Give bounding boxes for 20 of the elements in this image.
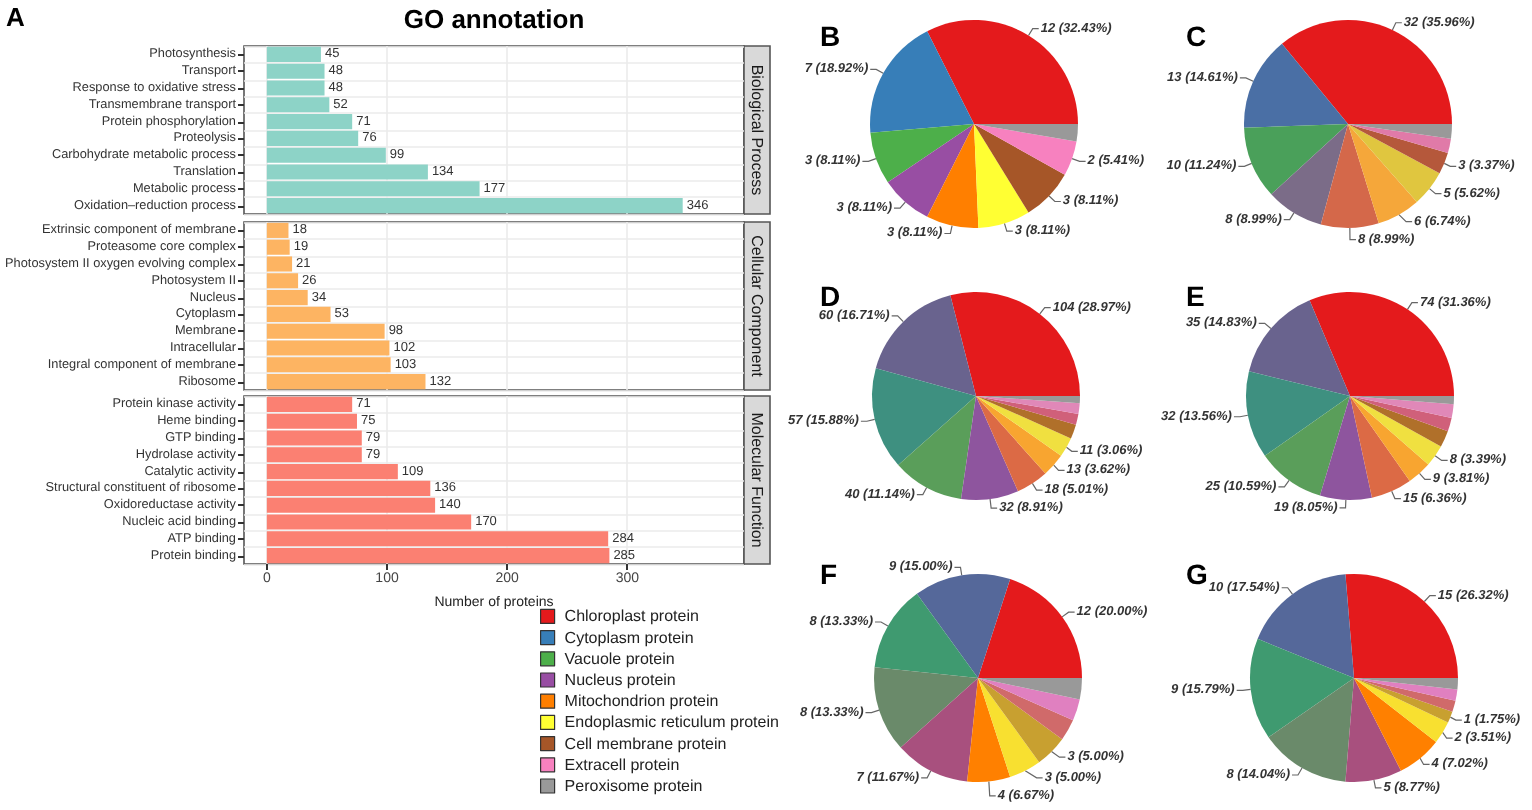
chart-title: G [1186,558,1208,590]
text: Biological Process [748,64,766,196]
legend-label: Endoplasmic reticulum protein [564,713,779,732]
legend-label: Extracell protein [564,755,680,774]
chart-title: D [820,280,841,312]
legend-label: Mitochondrion protein [564,692,719,711]
legend-label: Peroxisome protein [564,777,703,795]
legend-label: Nucleus protein [564,671,676,689]
chart-title: C [1186,20,1207,52]
text: A [6,2,26,32]
legend-label: Cell membrane protein [564,734,727,753]
text: GO annotation [403,4,585,34]
text: Cellular Component [748,235,766,379]
text: Molecular Function [748,412,766,548]
legend-label: Chloroplast protein [564,607,699,626]
legend-label: Cytoplasm protein [564,628,694,647]
chart-title: F [820,558,838,590]
legend-label: Vacuole protein [564,649,675,668]
chart-title: E [1186,280,1205,312]
chart-title: B [820,20,841,52]
